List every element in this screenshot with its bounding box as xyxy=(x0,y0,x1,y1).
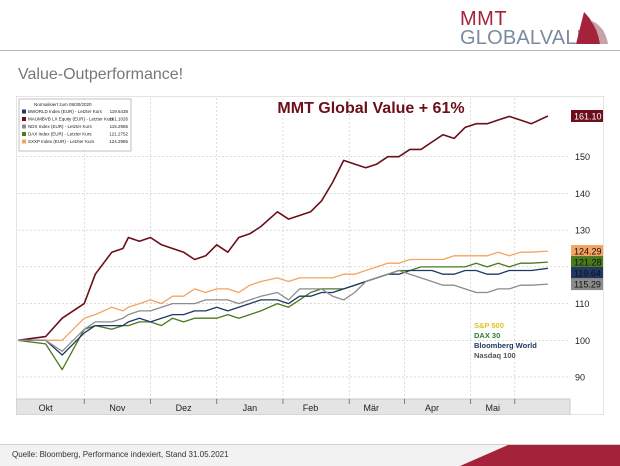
legend-entry-label: NDX Index (EUR) - Letzter Kurs xyxy=(28,124,93,129)
series-end-label: 115.29 xyxy=(574,280,601,290)
legend-entry-label: MAUMBVB LX Equity (EUR) - Letzter Kurs xyxy=(28,117,114,122)
annotation-legend-entry: Bloomberg World xyxy=(474,341,537,350)
series-line-0 xyxy=(17,115,549,342)
legend-swatch xyxy=(22,117,26,121)
footer-source: Quelle: Bloomberg, Performance indexiert… xyxy=(12,450,229,459)
x-tick-label: Okt xyxy=(39,403,54,413)
x-tick-label: Jan xyxy=(243,403,258,413)
series-end-badge xyxy=(571,256,603,269)
legend-entry-label: BWORLD Index (EUR) - Letzter Kurs xyxy=(28,109,103,114)
legend-swatch xyxy=(22,132,26,136)
performance-chart: 90100110120130140150OktNovDezJanFebMärAp… xyxy=(15,95,605,416)
x-tick-label: Apr xyxy=(425,403,439,413)
brand-name-line2: GLOBALVALUE xyxy=(460,27,605,49)
x-tick-label: Nov xyxy=(109,403,126,413)
legend-entry-value: 121.2752 xyxy=(109,132,128,137)
x-tick-label: Mai xyxy=(485,403,500,413)
sail-icon xyxy=(576,12,608,44)
series-end-label: 119.64 xyxy=(574,269,601,279)
series-line-3 xyxy=(18,267,548,356)
y-tick-label: 130 xyxy=(575,226,590,236)
legend-swatch xyxy=(22,139,26,144)
legend-header: Normalisiert zum 09/30/2020 xyxy=(34,102,92,107)
y-tick-label: 90 xyxy=(575,372,585,382)
annotation-legend-entry: DAX 30 xyxy=(474,331,500,340)
legend-entry-value: 161.1026 xyxy=(109,117,128,122)
y-tick-label: 150 xyxy=(575,152,590,162)
series-end-label: 124.29 xyxy=(574,247,602,257)
chart-title: MMT Global Value + 61% xyxy=(277,100,464,117)
legend-box xyxy=(18,98,132,152)
brand-name-line1: MMT xyxy=(460,8,508,30)
brand-logo: MMT GLOBALVALUE xyxy=(460,8,612,49)
legend-swatch xyxy=(22,124,26,129)
annotation-legend-entry: Nasdaq 100 xyxy=(474,351,516,360)
series-line-2 xyxy=(17,261,548,371)
legend-entry-value: 124.2986 xyxy=(109,139,128,144)
series-end-badge xyxy=(571,267,603,280)
series-end-badge xyxy=(571,245,603,258)
series-end-badge xyxy=(571,109,603,122)
y-tick-label: 140 xyxy=(575,189,590,199)
legend-entry-label: DAX Index (EUR) - Letzter Kurs xyxy=(28,132,92,137)
series-end-label: 121.28 xyxy=(574,258,602,268)
x-tick-label: Feb xyxy=(303,403,319,413)
series-line-4 xyxy=(18,269,548,352)
legend-swatch xyxy=(22,109,26,114)
header-divider xyxy=(0,50,620,51)
slide-title: Value-Outperformance! xyxy=(18,66,184,83)
annotation-legend-entry: S&P 500 xyxy=(474,321,504,330)
performance-chart-svg: 90100110120130140150OktNovDezJanFebMärAp… xyxy=(15,95,605,416)
legend-entry-label: SXXP Index (EUR) - Letzter Kurs xyxy=(28,139,95,144)
footer-accent-shape xyxy=(460,445,620,466)
y-tick-label: 110 xyxy=(575,299,589,309)
series-line-1 xyxy=(18,250,548,341)
footer-bar: Quelle: Bloomberg, Performance indexiert… xyxy=(0,444,620,466)
legend-entry-value: 115.2985 xyxy=(110,124,129,129)
series-end-badge xyxy=(571,278,603,291)
x-tick-label: Mär xyxy=(364,403,380,413)
x-tick-label: Dez xyxy=(176,403,193,413)
legend-entry-value: 119.6438 xyxy=(110,109,129,114)
series-end-label: 161.10 xyxy=(574,111,602,121)
y-tick-label: 100 xyxy=(575,336,590,346)
